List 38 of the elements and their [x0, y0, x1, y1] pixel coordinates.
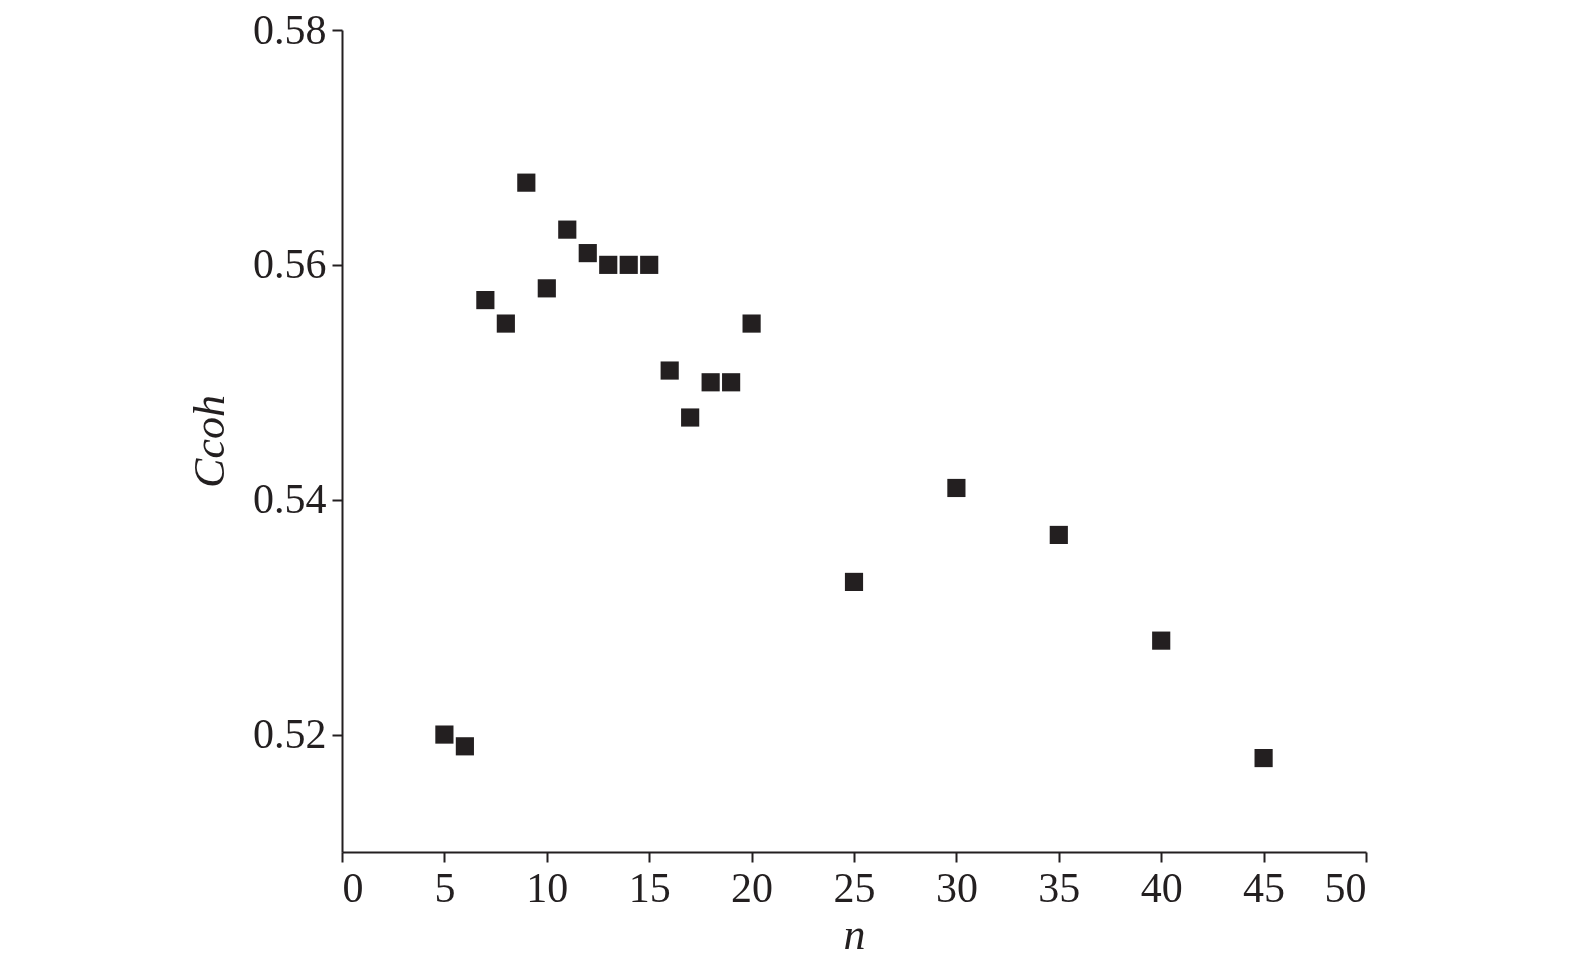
point [1049, 525, 1068, 545]
x-tick-label: 0 [342, 864, 364, 911]
point [660, 361, 679, 380]
point [619, 255, 638, 274]
point [558, 220, 577, 239]
point [496, 314, 515, 333]
point [578, 244, 597, 263]
x-tick-label: 40 [1140, 864, 1183, 911]
y-tick-label: 0.56 [253, 241, 327, 288]
point [435, 725, 454, 744]
point [701, 373, 720, 392]
point [455, 737, 474, 756]
x-tick-label: 35 [1038, 864, 1081, 911]
x-tick-label: 45 [1243, 864, 1286, 911]
x-axis-title: n [843, 909, 866, 959]
x-tick-label: 30 [935, 864, 978, 911]
x-tick-label: 15 [628, 864, 671, 911]
x-tick-label: 25 [833, 864, 876, 911]
x-tick-label: 5 [434, 864, 456, 911]
point [1152, 631, 1171, 650]
point [476, 291, 495, 310]
y-axis-title: Ccoh [185, 395, 234, 488]
point [517, 173, 536, 192]
point [1254, 748, 1273, 768]
point [599, 255, 618, 274]
x-tick-label: 50 [1324, 864, 1367, 911]
y-tick-label: 0.58 [253, 6, 327, 53]
point [681, 408, 700, 427]
y-tick-label: 0.54 [253, 476, 327, 523]
x-tick-label: 10 [526, 864, 569, 911]
point [722, 373, 741, 392]
point [844, 572, 864, 591]
point [947, 478, 966, 498]
point [537, 279, 556, 298]
point [742, 314, 761, 333]
point [640, 255, 659, 274]
x-tick-label: 20 [731, 864, 774, 911]
y-tick-label: 0.52 [253, 711, 327, 758]
